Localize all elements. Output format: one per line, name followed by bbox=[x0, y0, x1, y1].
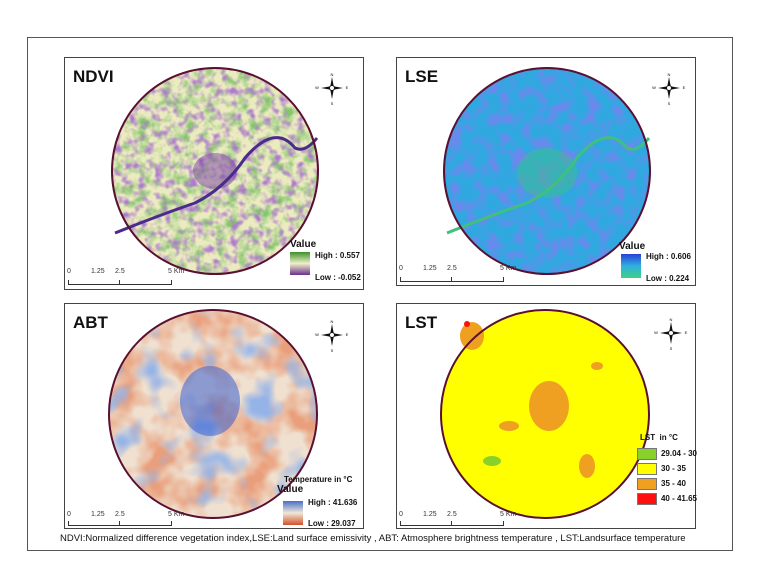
lse-panel: LSE N S E W Value High : 0.606 Low : 0.2… bbox=[396, 57, 696, 286]
scale-label: 0 bbox=[67, 268, 71, 275]
compass-icon: N S E W bbox=[652, 71, 686, 106]
legend-subheading: Temperature in °C bbox=[284, 475, 353, 484]
lst-panel: LST N S E W LST in °C 29.04 - 30 30 - 35 3… bbox=[396, 303, 697, 531]
compass-icon: N S E W bbox=[315, 71, 349, 106]
legend-ramp bbox=[290, 252, 310, 275]
scale-label: 2.5 bbox=[447, 265, 457, 272]
scale-label: 5 Km bbox=[500, 511, 517, 518]
legend-high: High : 41.636 bbox=[308, 498, 358, 507]
scale-label: 1.25 bbox=[423, 265, 437, 272]
legend-swatch bbox=[637, 462, 657, 475]
scale-label: 2.5 bbox=[115, 511, 125, 518]
panel-title: NDVI bbox=[73, 67, 114, 86]
scale-label: 0 bbox=[399, 265, 403, 272]
compass-e: E bbox=[346, 85, 349, 90]
ndvi-map bbox=[111, 67, 319, 275]
scale-label: 1.25 bbox=[423, 511, 437, 518]
scale-bar: 0 1.25 2.5 5 Km bbox=[67, 268, 187, 288]
compass-w: W bbox=[652, 85, 656, 90]
scale-label: 1.25 bbox=[91, 511, 105, 518]
compass-s: S bbox=[331, 348, 334, 352]
scale-label: 5 Km bbox=[168, 268, 185, 275]
legend-heading: Value bbox=[290, 239, 317, 250]
panel-title: LST bbox=[405, 313, 438, 332]
legend-heading: Value bbox=[619, 241, 646, 252]
compass-n: N bbox=[331, 319, 334, 324]
abt-panel: ABT N S E W Temperature in °C Value High… bbox=[64, 303, 364, 529]
legend-ramp bbox=[621, 254, 641, 278]
panel-title: ABT bbox=[73, 313, 108, 332]
legend-swatch bbox=[637, 447, 657, 460]
legend-high: High : 0.557 bbox=[315, 251, 360, 260]
legend-class: 30 - 35 bbox=[637, 462, 697, 475]
compass-s: S bbox=[668, 101, 671, 105]
compass-icon: N S E W bbox=[315, 318, 349, 353]
legend-class-label: 30 - 35 bbox=[661, 464, 686, 473]
legend-low: Low : 29.037 bbox=[308, 519, 356, 528]
scale-label: 2.5 bbox=[115, 268, 125, 275]
legend-swatch bbox=[637, 492, 657, 505]
legend-class-label: 29.04 - 30 bbox=[660, 449, 697, 458]
compass-w: W bbox=[654, 330, 658, 335]
compass-w: W bbox=[315, 85, 319, 90]
panel-title: LSE bbox=[405, 67, 439, 86]
scale-bar: 0 1.25 2.5 5 Km bbox=[67, 511, 187, 531]
scale-label: 2.5 bbox=[447, 511, 457, 518]
ndvi-legend: Value High : 0.557 Low : -0.052 bbox=[290, 239, 365, 289]
compass-s: S bbox=[670, 346, 673, 350]
legend-class: 35 - 40 bbox=[637, 477, 697, 490]
scale-label: 1.25 bbox=[91, 268, 105, 275]
legend-heading: LST in °C bbox=[640, 433, 678, 442]
ndvi-panel: NDVI N S E W Value High : 0.557 Low : -0… bbox=[64, 57, 364, 290]
compass-e: E bbox=[346, 332, 349, 337]
legend-class: 29.04 - 30 bbox=[637, 447, 697, 460]
compass-w: W bbox=[315, 332, 319, 337]
lse-map bbox=[443, 67, 651, 275]
compass-n: N bbox=[670, 317, 673, 322]
legend-class: 40 - 41.65 bbox=[637, 492, 697, 505]
compass-n: N bbox=[668, 72, 671, 77]
figure-frame bbox=[27, 37, 733, 551]
compass-e: E bbox=[683, 85, 686, 90]
compass-n: N bbox=[331, 72, 334, 77]
legend-class-label: 35 - 40 bbox=[661, 479, 686, 488]
scale-label: 0 bbox=[67, 511, 71, 518]
legend-swatch bbox=[637, 477, 657, 490]
compass-icon: N S E W bbox=[654, 316, 688, 351]
lst-map bbox=[440, 309, 650, 519]
scale-label: 5 Km bbox=[168, 511, 185, 518]
compass-e: E bbox=[685, 330, 688, 335]
lse-legend: Value High : 0.606 Low : 0.224 bbox=[619, 241, 697, 287]
legend-low: Low : 0.224 bbox=[646, 274, 690, 283]
legend-heading: Value bbox=[277, 484, 304, 495]
legend-classes: 29.04 - 30 30 - 35 35 - 40 40 - 41.65 bbox=[637, 447, 697, 505]
legend-high: High : 0.606 bbox=[646, 252, 691, 261]
abt-map bbox=[108, 309, 318, 519]
lst-legend: LST in °C 29.04 - 30 30 - 35 35 - 40 40 - 4… bbox=[637, 433, 697, 508]
legend-ramp bbox=[283, 501, 303, 525]
figure-caption: NDVI:Normalized difference vegetation in… bbox=[60, 533, 686, 544]
scale-label: 0 bbox=[399, 511, 403, 518]
scale-bar: 0 1.25 2.5 5 Km bbox=[399, 265, 519, 285]
compass-s: S bbox=[331, 101, 334, 105]
scale-bar: 0 1.25 2.5 5 Km bbox=[399, 511, 519, 531]
legend-class-label: 40 - 41.65 bbox=[660, 494, 697, 503]
legend-low: Low : -0.052 bbox=[315, 273, 361, 282]
scale-label: 5 Km bbox=[500, 265, 517, 272]
abt-legend: Temperature in °C Value High : 41.636 Lo… bbox=[277, 475, 365, 530]
